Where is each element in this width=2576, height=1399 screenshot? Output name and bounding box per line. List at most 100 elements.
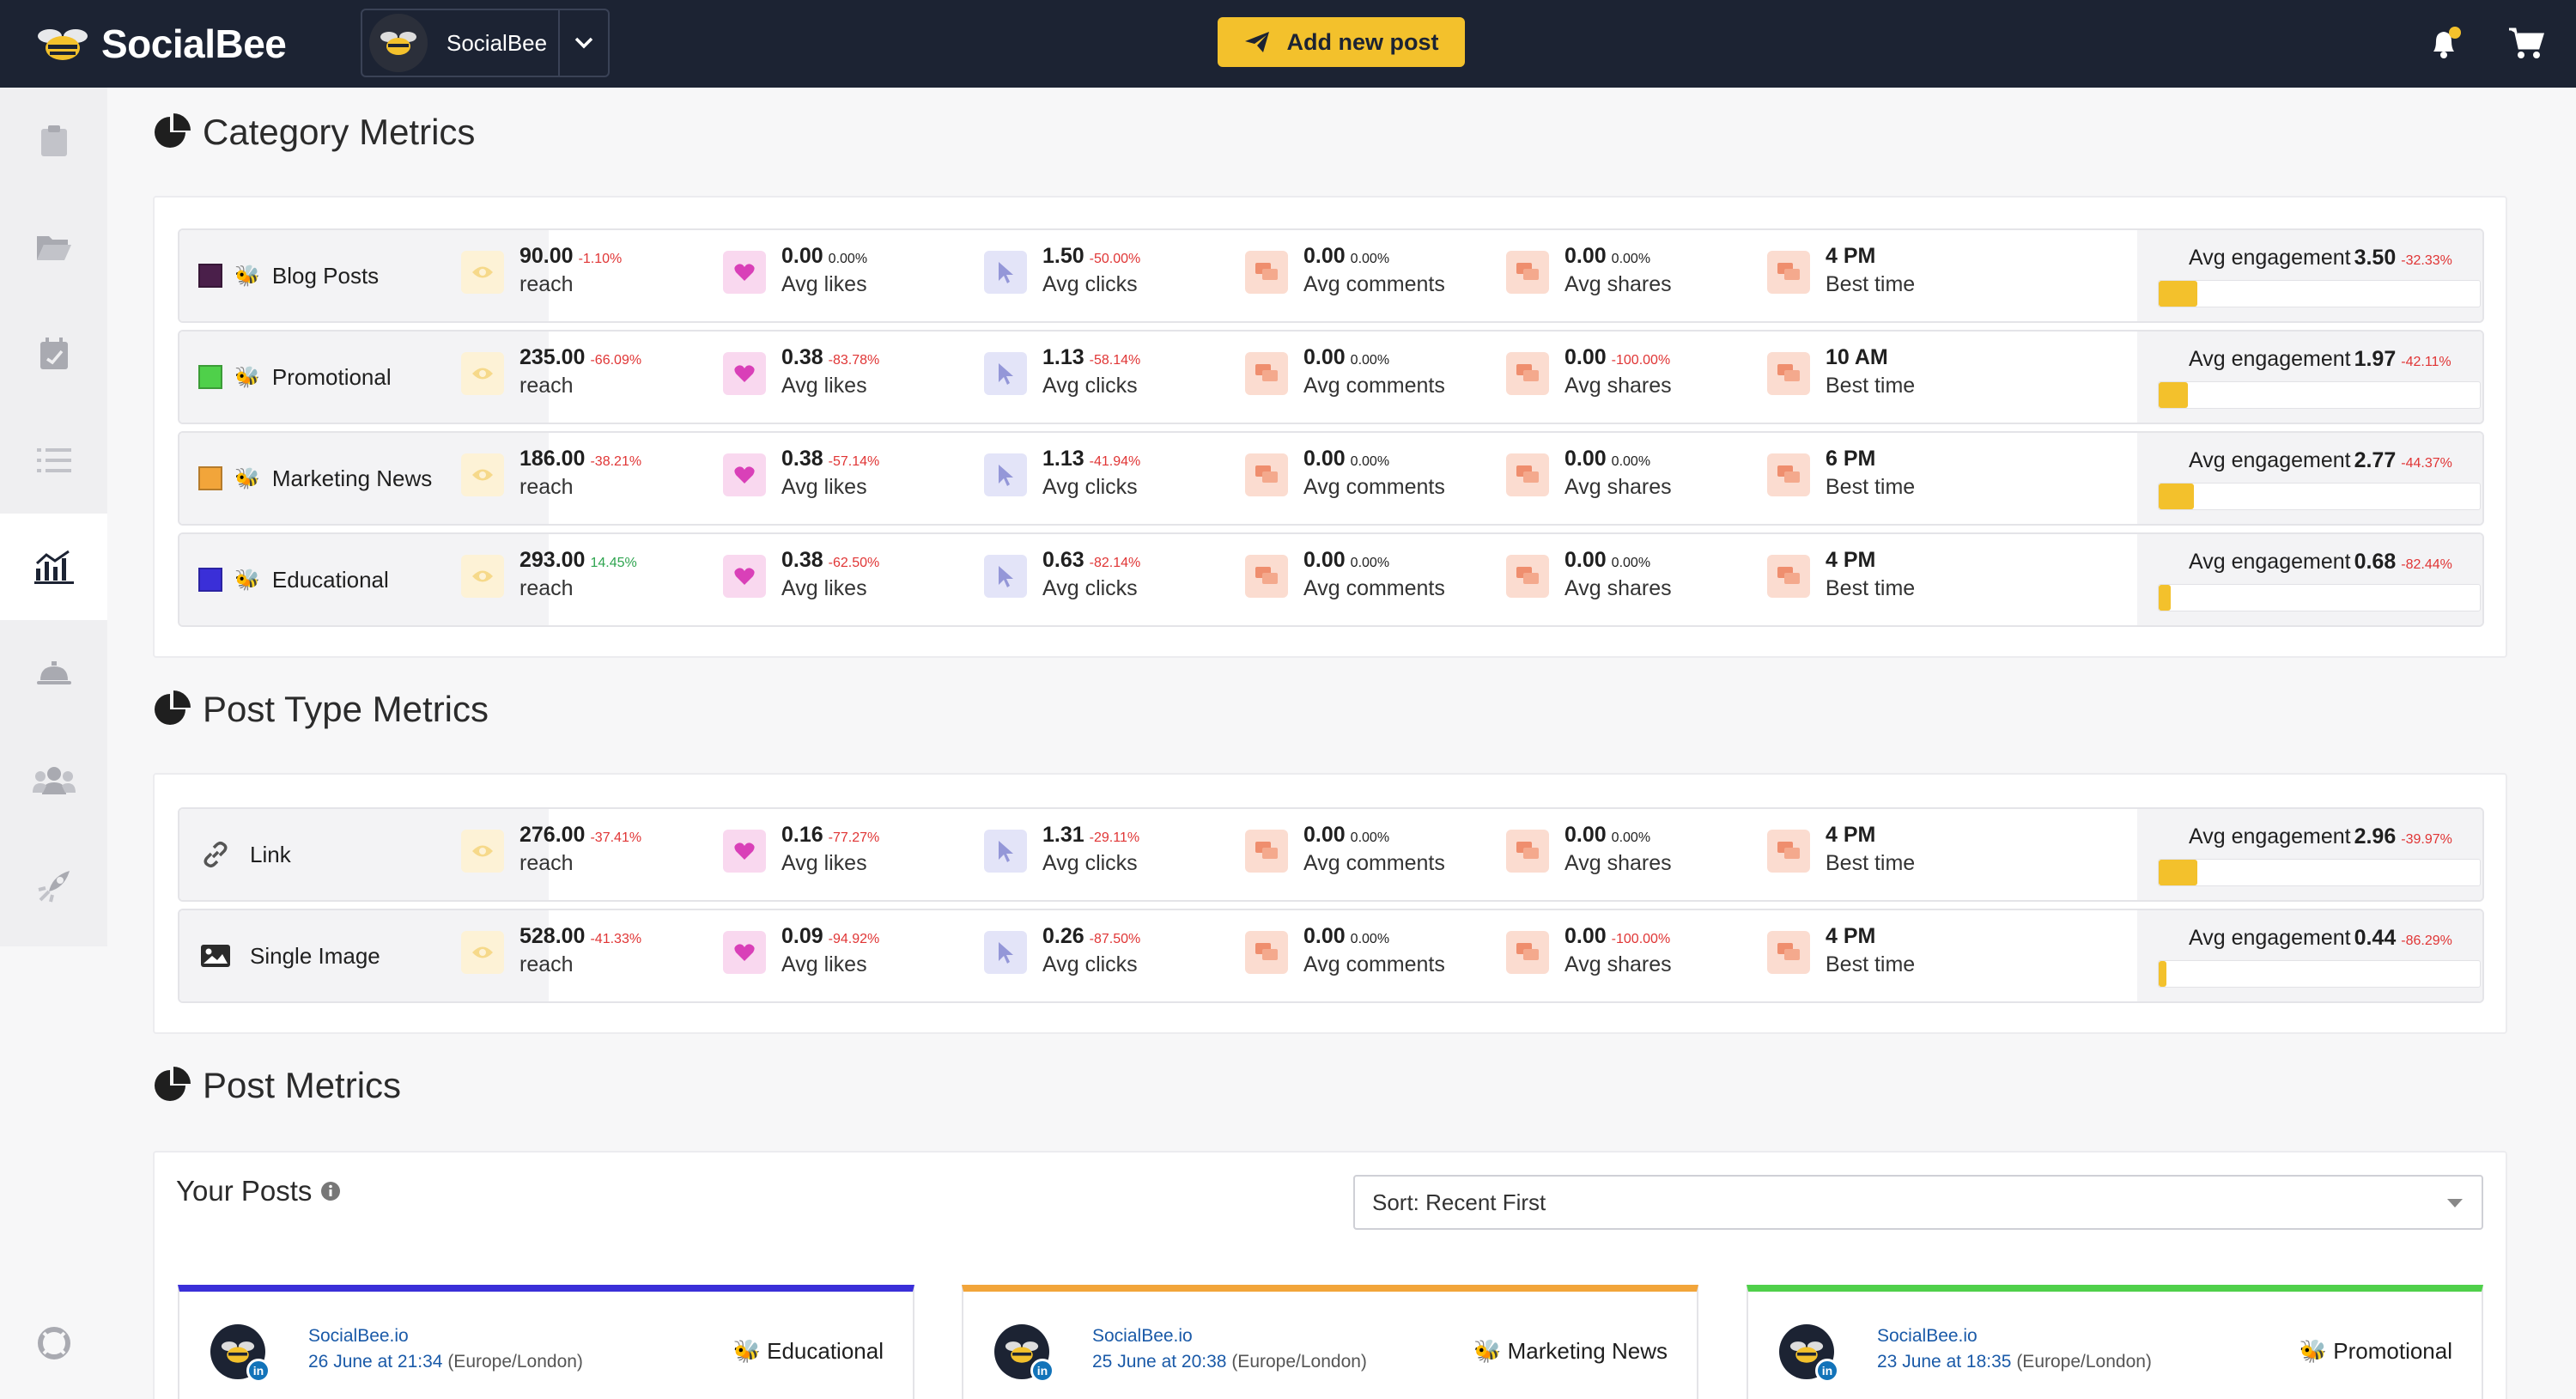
category-row[interactable]: 🐝 Promotional 235.00 -66.09% reach 0.38 -83… [178,330,2484,424]
category-row[interactable]: 🐝 Educational 293.00 14.45% reach 0.38 -62.… [178,532,2484,627]
list-icon [36,448,71,472]
shares-value: 0.00 0.00% [1564,823,1651,847]
post-account-name[interactable]: SocialBee.io [308,1326,409,1346]
post-type-row[interactable]: Link 276.00 -37.41% reach 0.16 -77.27% Avg… [178,807,2484,902]
best-value: 6 PM [1826,447,1876,471]
metric-clicks: 0.26 -87.50% Avg clicks [984,924,1140,989]
sidebar-item-team[interactable] [0,727,107,833]
best-label: Best time [1826,272,1916,296]
shares-value: 0.00 0.00% [1564,447,1651,471]
best-value: 4 PM [1826,823,1876,847]
bee-icon: 🐝 [732,1338,761,1364]
cursor-icon [999,262,1013,283]
reach-label: reach [519,374,574,398]
socialbee-logo[interactable]: SocialBee [36,21,287,67]
analytics-icon [33,550,74,584]
engagement-bar-fill [2159,961,2166,987]
metric-best: 6 PM Best time [1767,447,1915,512]
reach-label: reach [519,576,574,600]
post-category: 🐝 Promotional [2299,1338,2452,1364]
sidebar-item-services[interactable] [0,620,107,727]
clicks-delta: -82.14% [1089,556,1141,570]
metric-likes: 0.38 -62.50% Avg likes [723,548,879,613]
clock-icon [1777,465,1800,483]
post-account-name[interactable]: SocialBee.io [1092,1326,1193,1346]
comments-icon-box [1245,931,1288,974]
sidebar-item-analytics[interactable] [0,514,107,620]
info-icon[interactable] [320,1181,341,1201]
post-card[interactable]: in SocialBee.io 23 June at 18:35 (Europe… [1747,1285,2483,1399]
reach-icon-box [461,251,504,294]
bee-icon: 🐝 [234,568,260,592]
post-type-metrics-title: Post Type Metrics [203,689,489,729]
shares-label: Avg shares [1564,475,1672,499]
category-row[interactable]: 🐝 Marketing News 186.00 -38.21% reach 0.38… [178,431,2484,526]
comments-icon [1255,943,1278,960]
sidebar-item-posts[interactable] [0,407,107,514]
reach-icon-box [461,453,504,496]
comments-icon-box [1245,830,1288,873]
comments-icon [1255,465,1278,483]
metric-shares: 0.00 0.00% Avg shares [1506,548,1672,613]
sidebar-item-schedule[interactable] [0,301,107,407]
bee-logo-icon [38,29,88,60]
sidebar-item-content[interactable] [0,88,107,194]
reach-delta: -66.09% [590,353,642,368]
engagement-cell: Avg engagement 2.77 -44.37% [2137,433,2482,524]
linkedin-icon: in [1030,1359,1054,1383]
clicks-delta: -87.50% [1089,932,1141,946]
reach-delta: -38.21% [590,454,642,469]
post-avatar: in [210,1324,270,1383]
add-new-post-button[interactable]: Add new post [1218,17,1465,67]
shares-delta: -100.00% [1611,932,1671,946]
engagement-text: Avg engagement 0.44 -86.29% [2189,926,2452,950]
bee-avatar-icon [1789,1341,1824,1363]
post-account-name[interactable]: SocialBee.io [1877,1326,1978,1346]
sidebar-item-boost[interactable] [0,833,107,940]
clicks-label: Avg clicks [1042,851,1138,875]
comments-delta: 0.00% [1350,932,1390,946]
row-name: Blog Posts [271,262,380,289]
folder-icon [36,236,71,260]
engagement-bar [2158,859,2481,886]
clicks-value: 0.26 -87.50% [1042,924,1141,948]
account-switcher[interactable]: SocialBee [361,9,610,77]
metric-likes: 0.00 0.00% Avg likes [723,244,867,309]
clicks-icon-box [984,251,1027,294]
row-name: Link [250,841,291,867]
shares-label: Avg shares [1564,576,1672,600]
reach-icon-box [461,931,504,974]
shares-delta: 0.00% [1611,252,1651,266]
shares-delta: -100.00% [1611,353,1671,368]
sidebar-item-help[interactable] [0,1290,107,1396]
eye-icon [472,368,493,380]
notifications-button[interactable] [2427,26,2463,66]
sort-select[interactable]: Sort: Recent First [1353,1175,2483,1230]
account-dropdown-button[interactable] [558,10,608,76]
sort-caret-icon [2447,1199,2463,1207]
pie-chart-icon [155,690,191,725]
reach-value: 235.00 -66.09% [519,345,642,369]
post-card[interactable]: in SocialBee.io 26 June at 21:34 (Europe… [178,1285,914,1399]
sidebar-item-categories[interactable] [0,194,107,301]
bee-icon: 🐝 [234,365,260,389]
best-label: Best time [1826,475,1916,499]
reach-label: reach [519,475,574,499]
shares-value: 0.00 -100.00% [1564,924,1671,948]
comments-value: 0.00 0.00% [1303,548,1390,572]
metric-likes: 0.16 -77.27% Avg likes [723,823,879,888]
category-row[interactable]: 🐝 Blog Posts 90.00 -1.10% reach 0.00 0.00% … [178,228,2484,323]
metric-comments: 0.00 0.00% Avg comments [1245,924,1445,989]
reach-delta: -37.41% [590,830,642,845]
shares-value: 0.00 0.00% [1564,548,1651,572]
shares-value: 0.00 0.00% [1564,244,1651,268]
metric-clicks: 0.63 -82.14% Avg clicks [984,548,1140,613]
reach-label: reach [519,952,574,976]
post-type-row[interactable]: Single Image 528.00 -41.33% reach 0.09 -94… [178,909,2484,1003]
post-card[interactable]: in SocialBee.io 25 June at 20:38 (Europe… [962,1285,1698,1399]
cart-button[interactable] [2507,26,2545,64]
likes-delta: -83.78% [828,353,880,368]
eye-icon [472,266,493,278]
likes-value: 0.09 -94.92% [781,924,880,948]
metric-comments: 0.00 0.00% Avg comments [1245,345,1445,411]
